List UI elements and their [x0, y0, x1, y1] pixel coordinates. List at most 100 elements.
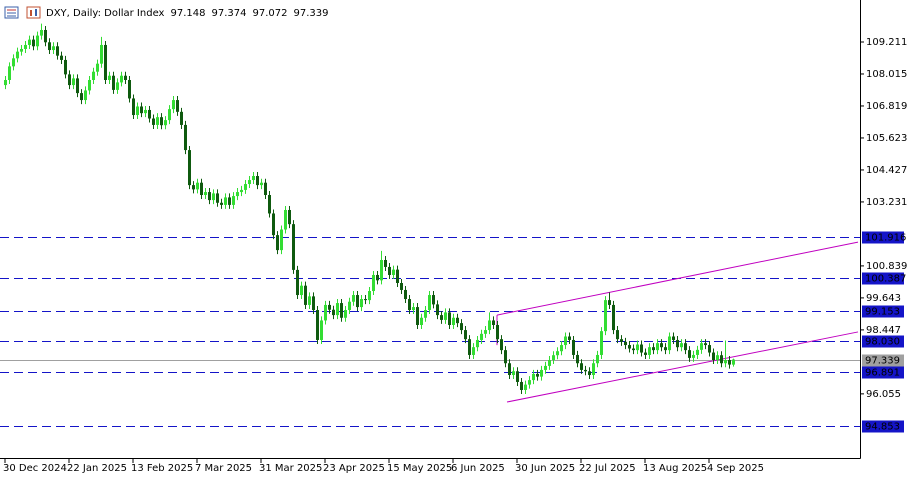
- candle-body: [680, 343, 683, 348]
- candle-body: [600, 331, 603, 355]
- candle-body: [24, 44, 27, 49]
- candle-body: [364, 299, 367, 301]
- y-tick-label: 96.055: [866, 389, 901, 400]
- candle-body: [472, 347, 475, 355]
- candle-body: [52, 46, 55, 51]
- candle-body: [40, 29, 43, 36]
- icon-bar: [30, 10, 32, 16]
- candle-body: [72, 78, 75, 86]
- candle-body: [108, 75, 111, 80]
- candle-body: [300, 285, 303, 296]
- level-label: 96.891: [865, 368, 900, 379]
- candle-body: [116, 82, 119, 90]
- candle-body: [536, 373, 539, 377]
- candle-body: [304, 285, 307, 305]
- candle-body: [284, 209, 287, 230]
- candle-body: [280, 229, 283, 251]
- candle-body: [344, 310, 347, 318]
- candle-body: [172, 100, 175, 110]
- candle-body: [212, 193, 215, 201]
- candle-body: [508, 363, 511, 376]
- candle-body: [572, 339, 575, 355]
- candle-body: [4, 79, 7, 86]
- level-label: 101.916: [865, 233, 906, 244]
- price-label: 97.339: [865, 356, 900, 367]
- candle-body: [388, 266, 391, 275]
- candle-body: [696, 349, 699, 355]
- candle-body: [372, 274, 375, 292]
- candle-body: [128, 79, 131, 99]
- candle-body: [216, 193, 219, 203]
- candle-body: [312, 296, 315, 311]
- candle-body: [512, 371, 515, 376]
- header-open: 97.148: [170, 8, 205, 19]
- candle-body: [200, 182, 203, 196]
- x-tick-label: 4 Sep 2025: [707, 463, 764, 474]
- candle-body: [252, 176, 255, 181]
- header-low: 97.072: [252, 8, 287, 19]
- candle-body: [604, 300, 607, 332]
- candle-body: [524, 384, 527, 390]
- candle-body: [708, 345, 711, 353]
- candle-body: [656, 343, 659, 351]
- candle-body: [628, 345, 631, 349]
- candle-body: [88, 79, 91, 91]
- x-tick-label: 13 Feb 2025: [131, 463, 193, 474]
- candle-body: [44, 29, 47, 43]
- candle-body: [720, 355, 723, 364]
- candle-body: [64, 59, 67, 75]
- candle-body: [384, 259, 387, 267]
- candle-body: [404, 289, 407, 300]
- candle-body: [264, 182, 267, 196]
- candle-body: [196, 182, 199, 190]
- candle-body: [408, 299, 411, 311]
- candle-body: [704, 343, 707, 346]
- candle-body: [500, 339, 503, 351]
- level-label-box: [862, 305, 904, 318]
- x-tick-label: 30 Dec 2024: [3, 463, 67, 474]
- candle-body: [60, 55, 63, 60]
- candle-body: [552, 355, 555, 361]
- candle-body: [488, 320, 491, 331]
- candle-body: [148, 109, 151, 119]
- candle-body: [548, 360, 551, 366]
- candle-body: [480, 333, 483, 340]
- candle-body: [168, 109, 171, 121]
- level-label: 98.030: [865, 337, 900, 348]
- candle-body: [192, 185, 195, 190]
- candle-body: [184, 124, 187, 151]
- candle-body: [556, 351, 559, 356]
- candle-body: [396, 269, 399, 284]
- candle-body: [140, 106, 143, 114]
- y-tick-label: 99.643: [866, 293, 901, 304]
- candle-body: [520, 381, 523, 390]
- candle-body: [676, 339, 679, 348]
- candle-body: [132, 98, 135, 116]
- candle-body: [320, 320, 323, 340]
- candle-body: [688, 350, 691, 358]
- level-label-box: [862, 335, 904, 348]
- candle-body: [616, 330, 619, 340]
- candle-body: [484, 330, 487, 334]
- candle-body: [632, 348, 635, 351]
- candle-body: [104, 44, 107, 80]
- candle-body: [560, 345, 563, 352]
- candle-body: [96, 63, 99, 72]
- candle-body: [648, 347, 651, 355]
- candle-body: [8, 66, 11, 80]
- candle-body: [224, 197, 227, 205]
- candle-body: [496, 324, 499, 340]
- candle-body: [592, 363, 595, 376]
- candle-body: [308, 296, 311, 305]
- candle-body: [336, 303, 339, 316]
- x-tick-label: 13 Aug 2025: [643, 463, 707, 474]
- candle-body: [240, 189, 243, 193]
- candle-body: [540, 369, 543, 377]
- candle-body: [428, 295, 431, 311]
- candle-body: [700, 343, 703, 350]
- candle-body: [584, 369, 587, 372]
- candle-body: [464, 330, 467, 340]
- candle-body: [244, 184, 247, 190]
- candle-body: [376, 274, 379, 281]
